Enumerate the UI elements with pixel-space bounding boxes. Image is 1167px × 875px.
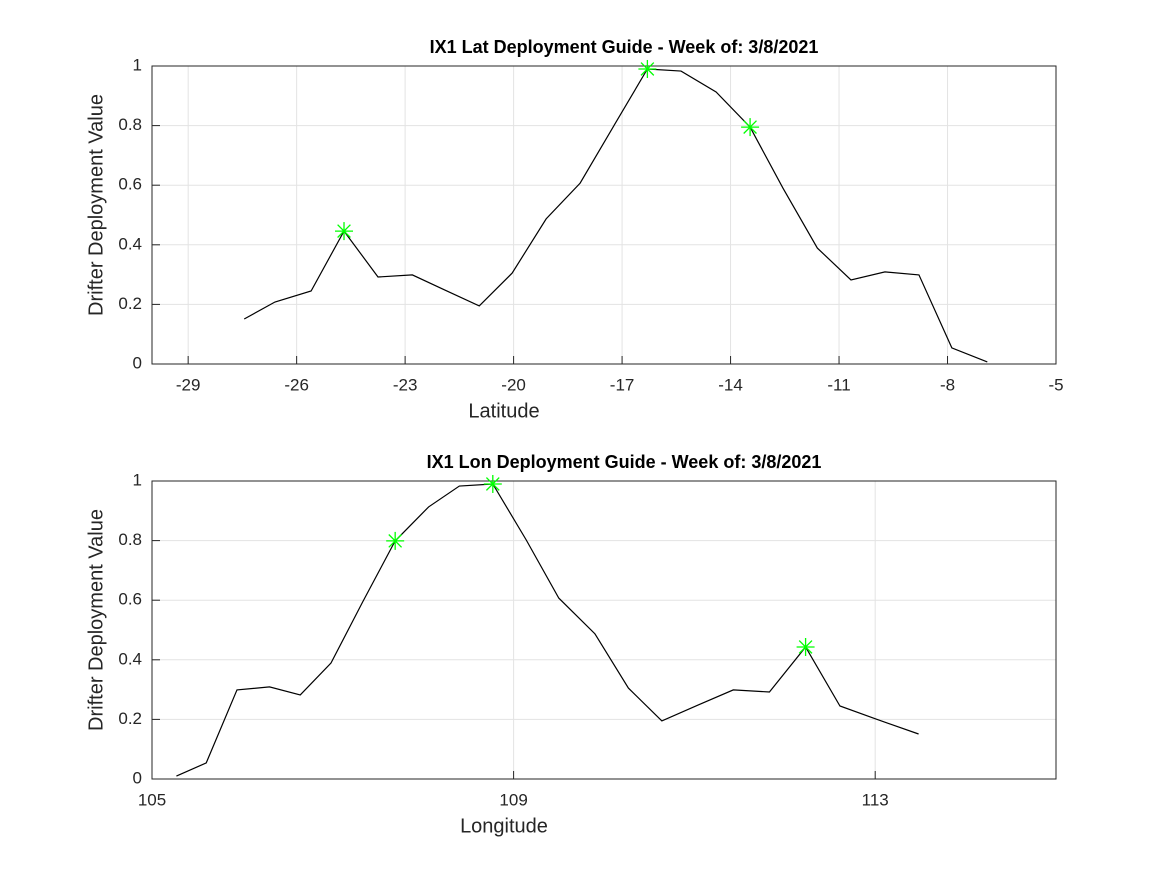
y-tick-label: 0.6 bbox=[118, 175, 142, 194]
asterisk-marker bbox=[796, 637, 815, 656]
x-axis-label: Longitude bbox=[460, 815, 548, 837]
y-tick-label: 0.4 bbox=[118, 234, 142, 253]
marker-stroke bbox=[485, 477, 500, 491]
y-tick-label: 0.2 bbox=[118, 709, 142, 728]
chart-title: IX1 Lon Deployment Guide - Week of: 3/8/… bbox=[427, 452, 822, 472]
asterisk-marker bbox=[483, 474, 502, 493]
data-line bbox=[176, 483, 919, 777]
y-tick-label: 0.4 bbox=[118, 649, 142, 668]
asterisk-marker bbox=[741, 118, 760, 137]
x-tick-label: -8 bbox=[940, 375, 955, 394]
x-tick-label: 105 bbox=[138, 790, 166, 809]
y-tick-label: 1 bbox=[133, 55, 142, 74]
asterisk-marker bbox=[386, 531, 405, 550]
marker-stroke bbox=[337, 224, 351, 238]
marker-stroke bbox=[640, 62, 655, 76]
marker-stroke bbox=[388, 534, 403, 548]
axes-background bbox=[152, 66, 1056, 364]
y-tick-label: 0 bbox=[133, 768, 142, 787]
asterisk-marker bbox=[335, 222, 354, 241]
y-tick-label: 0.6 bbox=[118, 590, 142, 609]
x-tick-label: -11 bbox=[827, 375, 850, 394]
x-tick-label: 113 bbox=[862, 790, 889, 809]
x-axis-label: Latitude bbox=[468, 400, 539, 422]
y-tick-label: 0.8 bbox=[118, 115, 142, 134]
data-line bbox=[243, 68, 988, 363]
asterisk-marker bbox=[638, 59, 657, 78]
marker-stroke bbox=[798, 640, 813, 654]
y-axis-label: Drifter Deployment Value bbox=[85, 509, 107, 731]
x-tick-label: -29 bbox=[176, 375, 201, 394]
axes-box bbox=[151, 65, 1057, 365]
axes-box bbox=[151, 480, 1057, 780]
x-tick-label: -20 bbox=[501, 375, 526, 394]
marker-stroke bbox=[743, 120, 757, 134]
axes-background bbox=[152, 481, 1056, 779]
x-tick-label: -23 bbox=[393, 375, 418, 394]
x-tick-label: -14 bbox=[718, 375, 743, 394]
x-tick-label: -17 bbox=[610, 375, 635, 394]
chart-title: IX1 Lat Deployment Guide - Week of: 3/8/… bbox=[430, 37, 819, 57]
x-tick-label: 109 bbox=[499, 790, 527, 809]
y-axis-label: Drifter Deployment Value bbox=[85, 94, 107, 316]
y-tick-label: 1 bbox=[133, 470, 142, 489]
y-tick-label: 0 bbox=[133, 353, 142, 372]
x-tick-label: -5 bbox=[1048, 375, 1063, 394]
x-tick-label: -26 bbox=[284, 375, 309, 394]
y-tick-label: 0.8 bbox=[118, 530, 142, 549]
y-tick-label: 0.2 bbox=[118, 294, 142, 313]
